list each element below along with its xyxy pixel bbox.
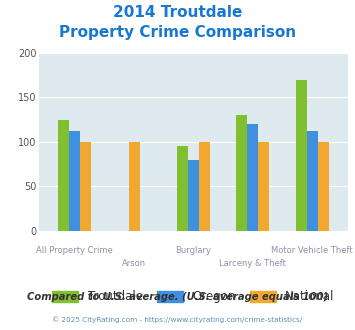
Text: Motor Vehicle Theft: Motor Vehicle Theft	[272, 246, 353, 255]
Bar	[307, 131, 318, 231]
Text: Property Crime Comparison: Property Crime Comparison	[59, 25, 296, 40]
Bar	[258, 142, 269, 231]
Text: Larceny & Theft: Larceny & Theft	[219, 259, 286, 268]
Text: 2014 Troutdale: 2014 Troutdale	[113, 5, 242, 20]
Text: © 2025 CityRating.com - https://www.cityrating.com/crime-statistics/: © 2025 CityRating.com - https://www.city…	[53, 317, 302, 323]
Bar	[80, 142, 91, 231]
Bar	[177, 146, 188, 231]
Text: All Property Crime: All Property Crime	[36, 246, 113, 255]
Bar	[236, 115, 247, 231]
Bar	[199, 142, 210, 231]
Bar	[247, 124, 258, 231]
Bar	[188, 160, 199, 231]
Text: Compared to U.S. average. (U.S. average equals 100): Compared to U.S. average. (U.S. average …	[27, 292, 328, 302]
Bar	[129, 142, 140, 231]
Bar	[69, 131, 80, 231]
Text: Burglary: Burglary	[175, 246, 212, 255]
Legend: Troutdale, Oregon, National: Troutdale, Oregon, National	[52, 290, 335, 303]
Text: Arson: Arson	[122, 259, 146, 268]
Bar	[296, 80, 307, 231]
Bar	[58, 119, 69, 231]
Bar	[318, 142, 329, 231]
